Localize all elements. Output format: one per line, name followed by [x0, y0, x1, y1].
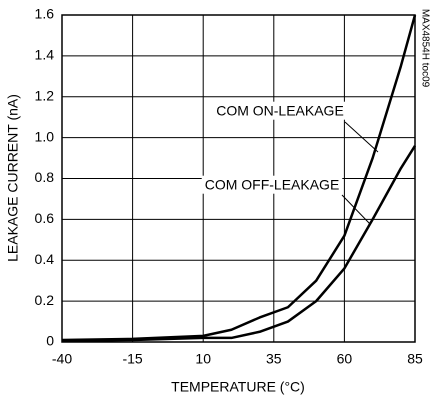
y-tick-label: 0.2 — [35, 292, 55, 308]
y-tick-label: 1.0 — [35, 128, 55, 144]
x-tick-label: -15 — [122, 351, 142, 367]
series-line — [61, 14, 417, 342]
series-annotation: COM OFF-LEAKAGE — [205, 177, 340, 193]
y-tick-label: 0.4 — [35, 251, 55, 267]
leader-line — [344, 121, 379, 153]
y-tick-label: 0.8 — [35, 169, 55, 185]
plot-frame — [61, 14, 416, 343]
annotation-background — [213, 101, 347, 120]
x-tick-label: 85 — [407, 351, 423, 367]
x-tick-label: 60 — [337, 351, 353, 367]
x-axis-label: TEMPERATURE (°C) — [171, 379, 305, 395]
side-note: MAX4854H toc09 — [419, 9, 430, 88]
x-tick-label: 10 — [195, 351, 211, 367]
y-tick-label: 0.6 — [35, 210, 55, 226]
series-line — [61, 145, 417, 343]
annotation-background — [201, 175, 343, 194]
y-tick-label: 0 — [46, 333, 54, 349]
y-tick-label: 1.6 — [35, 6, 55, 22]
x-tick-label: 35 — [266, 351, 282, 367]
x-tick-label: -40 — [52, 351, 72, 367]
y-tick-label: 1.4 — [35, 47, 55, 63]
y-tick-label: 1.2 — [35, 87, 55, 103]
series-annotation: COM ON-LEAKAGE — [216, 103, 344, 119]
y-axis-label: LEAKAGE CURRENT (nA) — [5, 94, 21, 262]
